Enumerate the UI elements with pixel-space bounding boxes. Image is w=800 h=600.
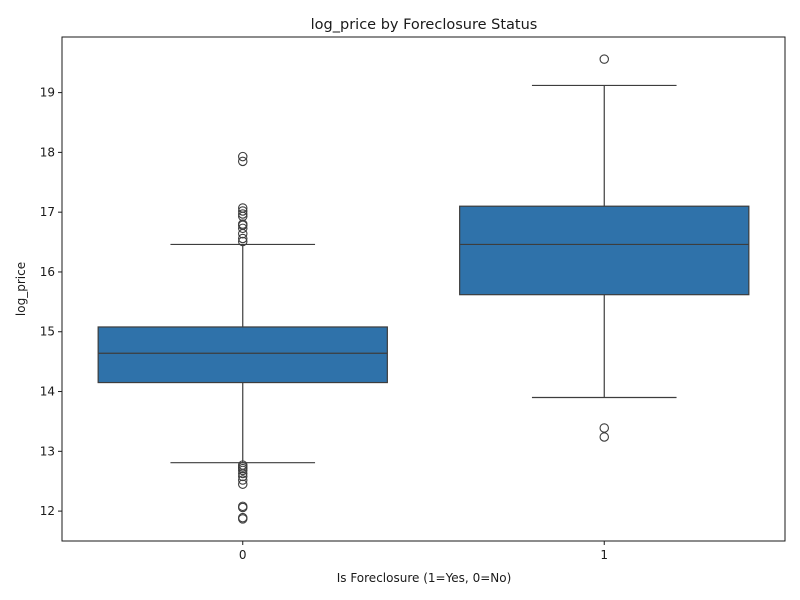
- outlier-point: [238, 475, 248, 485]
- outlier-point: [238, 156, 248, 167]
- outlier-point: [238, 219, 248, 229]
- outlier-point: [238, 223, 248, 234]
- iqr-box: [459, 205, 750, 296]
- chart-title: log_price by Foreclosure Status: [311, 17, 538, 33]
- outlier-point: [238, 203, 248, 213]
- outlier-point: [238, 206, 248, 216]
- iqr-box: [97, 326, 388, 384]
- outlier-point: [238, 479, 248, 489]
- x-tick-label: 1: [600, 548, 608, 562]
- outlier-point: [238, 512, 248, 523]
- y-tick-label: 16: [40, 265, 55, 279]
- outlier-point: [599, 423, 609, 433]
- y-tick-label: 12: [40, 504, 55, 518]
- x-tick-label: 0: [239, 548, 247, 562]
- outlier-point: [238, 501, 248, 512]
- y-axis-title: log_price: [14, 262, 28, 316]
- outlier-point: [599, 54, 609, 64]
- y-tick-label: 14: [40, 385, 55, 399]
- plot-frame: [61, 36, 786, 542]
- y-tick-label: 17: [40, 205, 55, 219]
- outlier-point: [238, 471, 248, 482]
- outlier-point: [238, 460, 248, 470]
- y-tick-label: 19: [40, 86, 55, 100]
- plot-area: 12 13 14 15 16 17 18 19 0 1: [40, 36, 786, 562]
- outlier-point: [238, 151, 248, 162]
- outlier-point: [599, 432, 609, 442]
- y-tick-label: 18: [40, 145, 55, 159]
- y-tick-label: 15: [40, 325, 55, 339]
- outlier-point: [238, 209, 248, 219]
- outlier-point: [238, 236, 248, 247]
- y-tick-label: 13: [40, 444, 55, 458]
- outlier-point: [238, 233, 248, 244]
- x-axis-title: Is Foreclosure (1=Yes, 0=No): [337, 571, 512, 585]
